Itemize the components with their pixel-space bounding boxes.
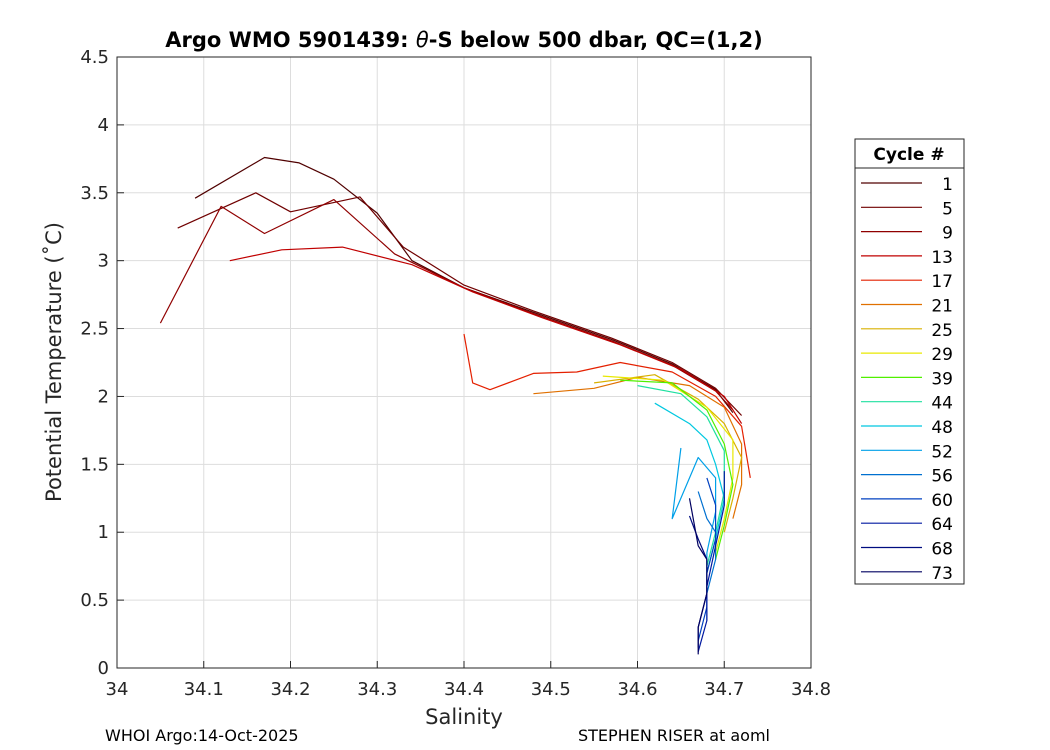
y-tick-label: 1 (98, 522, 109, 543)
legend-label-21: 21 (931, 297, 953, 317)
series-line-cycle-5 (177, 192, 743, 416)
legend-label-25: 25 (931, 321, 953, 341)
y-tick-label: 4.5 (80, 47, 109, 68)
legend-label-52: 52 (931, 442, 953, 462)
series-line-cycle-21 (533, 376, 743, 519)
legend-title: Cycle # (873, 145, 944, 165)
series-line-cycle-13 (229, 246, 743, 424)
legend: Cycle # 1 5 9 13 17 21 25 29 39 44 48 52 56 60 64 68 73 (854, 138, 965, 585)
legend-label-44: 44 (931, 394, 953, 414)
series-layer (159, 156, 751, 655)
y-axis-label: Potential Temperature (˚C) (42, 222, 66, 502)
x-tick-label: 34.1 (184, 679, 224, 700)
x-tick-label: 34.2 (270, 679, 310, 700)
tick-layer: 34 34.1 34.2 34.3 34.4 34.5 34.6 34.7 34.800.511… (80, 47, 831, 700)
footer-right: STEPHEN RISER at aoml (578, 726, 770, 745)
y-tick-label: 0 (98, 658, 109, 679)
y-tick-label: 3.5 (80, 183, 109, 204)
legend-box (854, 138, 965, 585)
x-tick-label: 34.6 (617, 679, 657, 700)
chart-title: Argo WMO 5901439: θ-S below 500 dbar, QC… (165, 28, 762, 52)
legend-label-5: 5 (942, 199, 953, 219)
x-tick-label: 34.3 (357, 679, 397, 700)
legend-label-56: 56 (931, 467, 953, 487)
series-line-cycle-64 (697, 471, 725, 652)
chart-title-theta: θ (416, 28, 429, 52)
y-tick-label: 0.5 (80, 590, 109, 611)
footer-left: WHOI Argo:14-Oct-2025 (105, 726, 299, 745)
legend-label-48: 48 (931, 418, 953, 438)
legend-label-17: 17 (931, 272, 953, 292)
series-line-cycle-29 (602, 375, 734, 553)
y-tick-label: 2 (98, 386, 109, 407)
series-line-cycle-25 (594, 374, 743, 533)
y-tick-label: 2.5 (80, 319, 109, 340)
y-tick-label: 1.5 (80, 454, 109, 475)
y-tick-label: 4 (98, 115, 109, 136)
legend-label-13: 13 (931, 248, 953, 268)
x-tick-label: 34.4 (444, 679, 484, 700)
legend-label-60: 60 (931, 491, 953, 511)
x-tick-label: 34.7 (704, 679, 744, 700)
series-line-cycle-17 (463, 333, 751, 478)
legend-items: 1 5 9 13 17 21 25 29 39 44 48 52 56 60 64 68 73 (861, 175, 953, 584)
legend-label-1: 1 (942, 175, 953, 195)
legend-label-73: 73 (931, 564, 953, 584)
chart-title-suffix: -S below 500 dbar, QC=(1,2) (429, 28, 763, 52)
y-tick-label: 3 (98, 251, 109, 272)
x-tick-label: 34.8 (791, 679, 831, 700)
legend-label-9: 9 (942, 224, 953, 244)
legend-label-68: 68 (931, 540, 953, 560)
x-tick-label: 34 (106, 679, 129, 700)
series-line-cycle-52 (671, 447, 717, 587)
series-line-cycle-39 (620, 379, 734, 560)
x-axis-label: Salinity (425, 705, 503, 729)
legend-label-64: 64 (931, 515, 953, 535)
chart-title-prefix: Argo WMO 5901439: (165, 28, 416, 52)
series-line-cycle-73 (688, 498, 708, 655)
series-line-cycle-60 (697, 477, 717, 641)
x-tick-label: 34.5 (531, 679, 571, 700)
legend-label-29: 29 (931, 345, 953, 365)
legend-label-39: 39 (931, 369, 953, 389)
